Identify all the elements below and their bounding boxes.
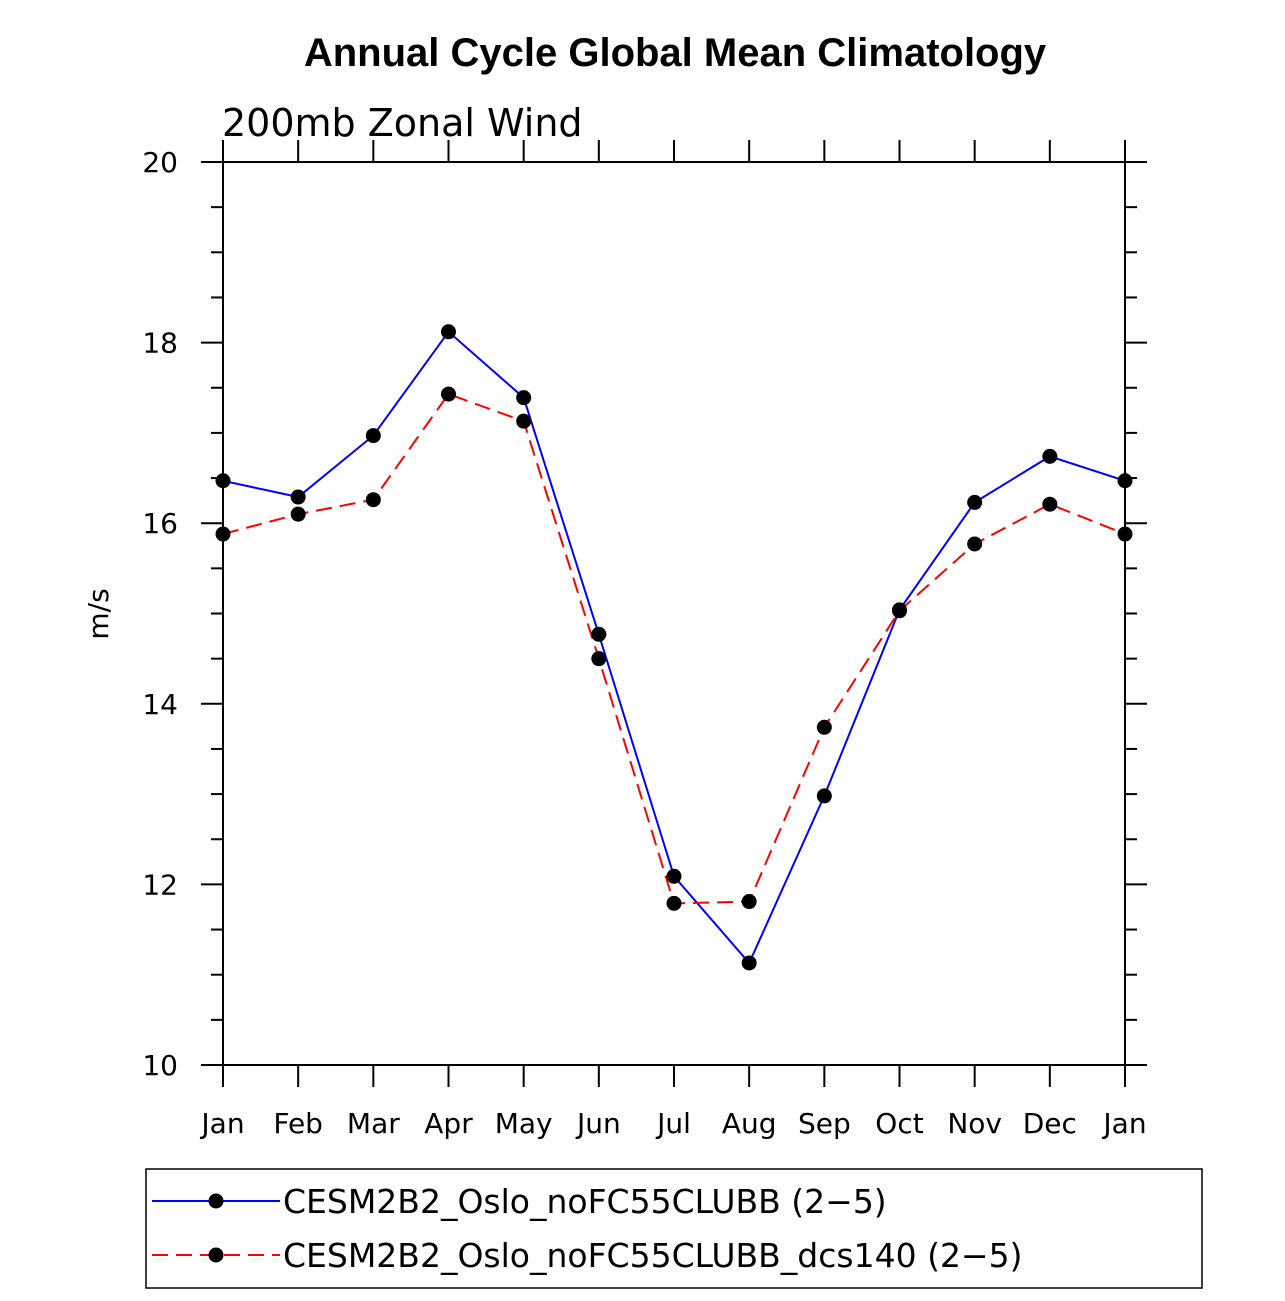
x-tick-label: Jul bbox=[655, 1107, 691, 1140]
x-tick-label: Feb bbox=[273, 1107, 323, 1140]
y-tick-label: 10 bbox=[142, 1049, 178, 1082]
data-point-series-1 bbox=[666, 868, 682, 884]
chart-title: Annual Cycle Global Mean Climatology bbox=[304, 31, 1047, 75]
x-tick-label: Mar bbox=[347, 1107, 400, 1140]
x-tick-label: May bbox=[495, 1107, 553, 1140]
data-point-series-2 bbox=[816, 719, 832, 735]
data-point-series-2 bbox=[1042, 496, 1058, 512]
data-point-series-2 bbox=[1117, 526, 1133, 542]
y-tick-label: 14 bbox=[142, 688, 178, 721]
x-tick-label: Jun bbox=[575, 1107, 621, 1140]
legend-label-1: CESM2B2_Oslo_noFC55CLUBB (2−5) bbox=[283, 1182, 887, 1221]
y-tick-label: 20 bbox=[142, 146, 178, 179]
x-tick-label: Oct bbox=[875, 1107, 923, 1140]
data-point-series-2 bbox=[365, 492, 381, 508]
data-point-series-1 bbox=[365, 428, 381, 444]
y-tick-label: 18 bbox=[142, 327, 178, 360]
data-point-series-1 bbox=[816, 788, 832, 804]
plot-frame bbox=[222, 161, 1126, 1066]
series-line-1 bbox=[222, 330, 1126, 965]
data-point-series-1 bbox=[290, 489, 306, 505]
series-layer bbox=[215, 324, 1133, 971]
data-point-series-2 bbox=[516, 413, 532, 429]
series-line-2 bbox=[222, 392, 1126, 905]
x-tick-label: Dec bbox=[1023, 1107, 1077, 1140]
data-point-series-2 bbox=[441, 386, 456, 402]
y-tick-label: 12 bbox=[142, 868, 178, 901]
data-point-series-2 bbox=[741, 894, 757, 910]
y-axis-label: m/s bbox=[82, 588, 115, 639]
legend: CESM2B2_Oslo_noFC55CLUBB (2−5) CESM2B2_Os… bbox=[145, 1168, 1203, 1289]
x-tick-label: Jan bbox=[1101, 1107, 1146, 1140]
data-point-series-1 bbox=[516, 390, 532, 406]
data-point-series-1 bbox=[441, 324, 456, 340]
chart-subtitle: 200mb Zonal Wind bbox=[222, 101, 583, 145]
legend-marker-2 bbox=[208, 1247, 224, 1263]
axis-ticks: 10 12 14 16 18 20 Jan Feb Mar Apr May Jun Jul Aug Sep O… bbox=[142, 140, 1147, 1140]
x-tick-label: Apr bbox=[424, 1107, 473, 1140]
data-point-series-1 bbox=[1042, 448, 1058, 464]
legend-marker-1 bbox=[208, 1193, 224, 1209]
data-point-series-1 bbox=[741, 955, 757, 971]
legend-box bbox=[145, 1168, 1203, 1289]
data-point-series-1 bbox=[591, 626, 607, 642]
data-point-series-1 bbox=[967, 494, 983, 510]
x-tick-label: Nov bbox=[947, 1107, 1002, 1140]
x-tick-label: Sep bbox=[798, 1107, 851, 1140]
data-point-series-2 bbox=[290, 506, 306, 522]
legend-label-2: CESM2B2_Oslo_noFC55CLUBB_dcs140 (2−5) bbox=[283, 1236, 1022, 1275]
data-point-series-2 bbox=[591, 651, 607, 667]
data-point-series-2 bbox=[892, 603, 907, 619]
data-point-series-2 bbox=[215, 526, 231, 542]
data-point-series-2 bbox=[967, 536, 983, 552]
x-tick-label: Aug bbox=[722, 1107, 777, 1140]
data-point-series-1 bbox=[215, 473, 231, 489]
y-tick-label: 16 bbox=[142, 507, 178, 540]
data-point-series-1 bbox=[1117, 473, 1133, 489]
data-point-series-2 bbox=[666, 895, 682, 911]
x-tick-label: Jan bbox=[199, 1107, 244, 1140]
